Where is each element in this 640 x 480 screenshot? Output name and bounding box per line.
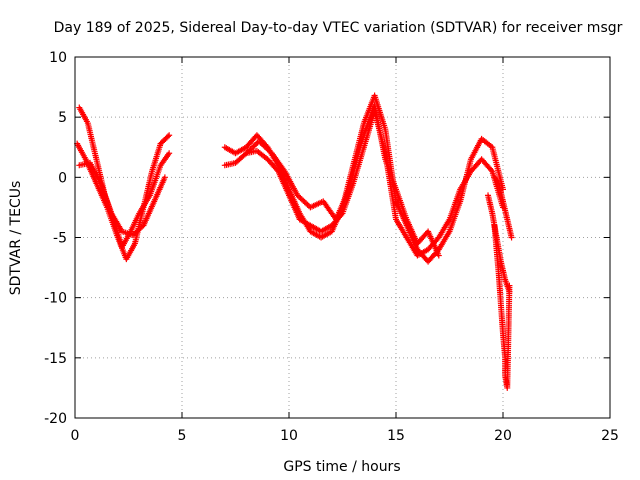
data-point [166, 132, 173, 139]
y-tick-label: -15 [44, 351, 67, 367]
data-point [506, 288, 513, 295]
grid [75, 57, 610, 418]
x-tick-label: 10 [280, 428, 298, 444]
chart-title: Day 189 of 2025, Sidereal Day-to-day VTE… [54, 20, 623, 36]
data-points [74, 92, 515, 391]
x-tick-label: 0 [71, 428, 80, 444]
axis-ticks: 0 5 10 15 20 25 -20 -15 -10 -5 0 5 10 [44, 50, 619, 444]
data-point [166, 150, 173, 157]
y-tick-label: -10 [44, 291, 67, 307]
y-tick-label: -5 [53, 231, 67, 247]
x-tick-label: 5 [178, 428, 187, 444]
data-point [435, 252, 442, 259]
data-point [508, 234, 515, 241]
data-point [274, 166, 281, 173]
y-tick-label: 0 [58, 170, 67, 186]
y-tick-label: -20 [44, 411, 67, 427]
x-tick-label: 25 [601, 428, 619, 444]
x-tick-label: 20 [494, 428, 512, 444]
y-axis-label: SDTVAR / TECUs [8, 181, 24, 296]
data-point [161, 174, 168, 181]
y-tick-label: 10 [49, 50, 67, 66]
data-point [164, 133, 171, 140]
x-axis-label: GPS time / hours [283, 459, 400, 475]
x-tick-label: 15 [387, 428, 405, 444]
y-tick-label: 5 [58, 110, 67, 126]
data-point [488, 166, 495, 173]
